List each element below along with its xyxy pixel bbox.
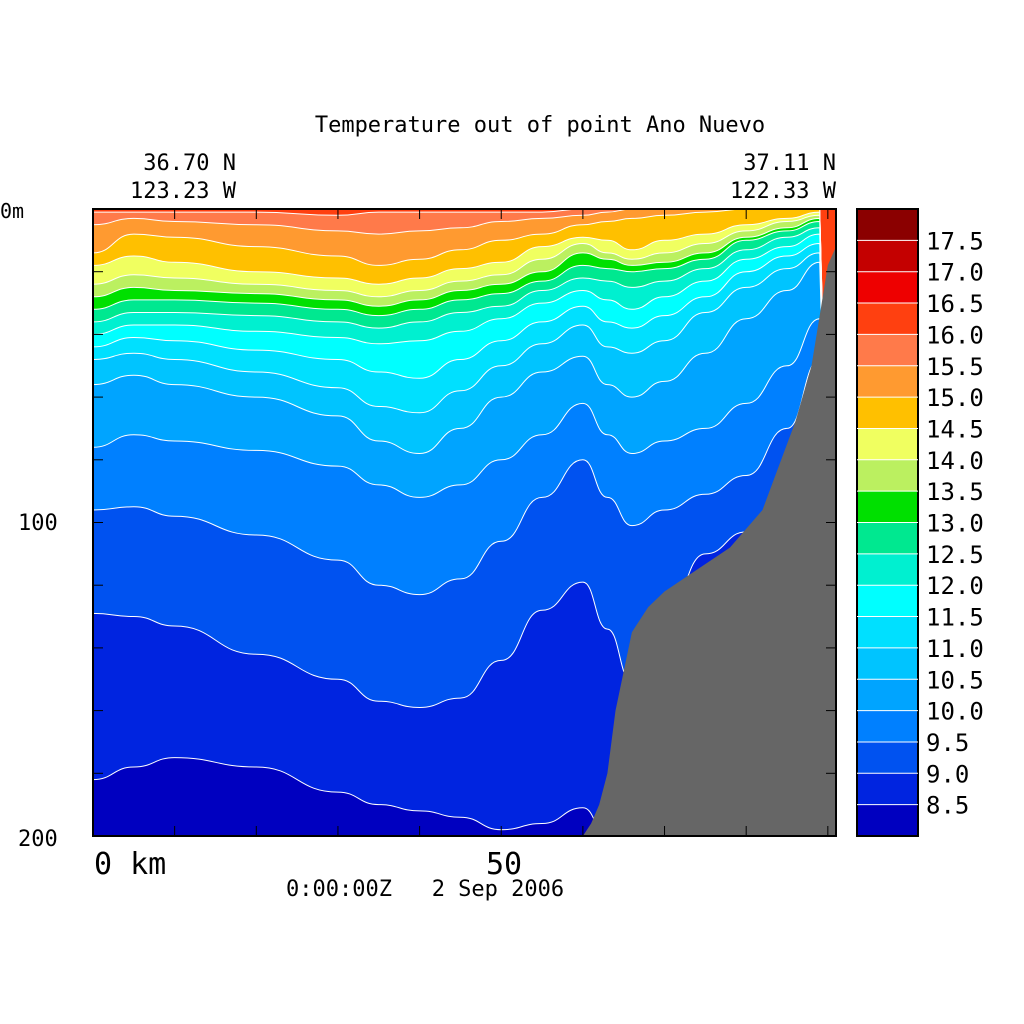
right-lat-label: 37.11 N [743, 151, 836, 176]
x-tick-label-50: 50 [486, 847, 522, 882]
colorbar-swatch [857, 585, 918, 618]
colorbar-swatch [857, 365, 918, 398]
left-lon-label: 123.23 W [130, 179, 237, 204]
colorbar-swatch [857, 459, 918, 492]
colorbar-swatch [857, 397, 918, 429]
colorbar-label: 10.0 [926, 698, 984, 726]
colorbar-swatch [857, 428, 918, 461]
colorbar-label: 9.5 [926, 729, 969, 757]
colorbar-label: 12.5 [926, 541, 984, 569]
colorbar-label: 8.5 [926, 792, 969, 820]
colorbar-swatch [857, 271, 918, 304]
colorbar-swatch [857, 741, 918, 774]
colorbar-swatch [857, 679, 918, 712]
colorbar-label: 14.0 [926, 447, 984, 475]
colorbar-label: 15.5 [926, 353, 984, 381]
colorbar-label: 9.0 [926, 760, 969, 788]
left-lat-label: 36.70 N [143, 151, 236, 176]
colorbar-label: 13.5 [926, 478, 984, 506]
colorbar-swatch [857, 209, 918, 241]
colorbar-swatch [857, 334, 918, 367]
colorbar-swatch [857, 303, 918, 335]
colorbar-label: 17.5 [926, 227, 984, 255]
colorbar-label: 17.0 [926, 259, 984, 287]
colorbar-label: 14.5 [926, 415, 984, 443]
colorbar: 17.5 17.0 16.5 16.0 15.5 15.0 14.5 14.0 13.5 13.0… [856, 208, 984, 837]
colorbar-swatch [857, 804, 918, 837]
colorbar-label: 13.0 [926, 510, 984, 538]
colorbar-swatch [857, 553, 918, 586]
time-label: 0:00:00Z 2 Sep 2006 [286, 877, 564, 902]
right-lon-label: 122.33 W [730, 179, 837, 204]
colorbar-label: 15.0 [926, 384, 984, 412]
colorbar-label: 16.0 [926, 321, 984, 349]
y-tick-label-100: 100 [18, 511, 58, 536]
y-tick-label-200: 200 [18, 827, 58, 852]
colorbar-swatch [857, 710, 918, 743]
colorbar-swatch [857, 522, 918, 555]
colorbar-swatch [857, 240, 918, 273]
plot-area [92, 208, 837, 837]
colorbar-swatch [857, 616, 918, 649]
colorbar-label: 16.5 [926, 290, 984, 318]
x-tick-label-0: 0 km [94, 847, 166, 882]
colorbar-swatch [857, 773, 918, 806]
colorbar-label: 10.5 [926, 666, 984, 694]
colorbar-label: 12.0 [926, 572, 984, 600]
colorbar-label: 11.5 [926, 604, 984, 632]
axis-ticks [92, 208, 836, 837]
colorbar-swatch [857, 647, 918, 680]
chart-title: Temperature out of point Ano Nuevo [315, 113, 765, 138]
y-tick-label-0: 0m [0, 199, 24, 223]
colorbar-label: 11.0 [926, 635, 984, 663]
colorbar-swatch [857, 491, 918, 523]
seafloor-mask [582, 246, 836, 837]
